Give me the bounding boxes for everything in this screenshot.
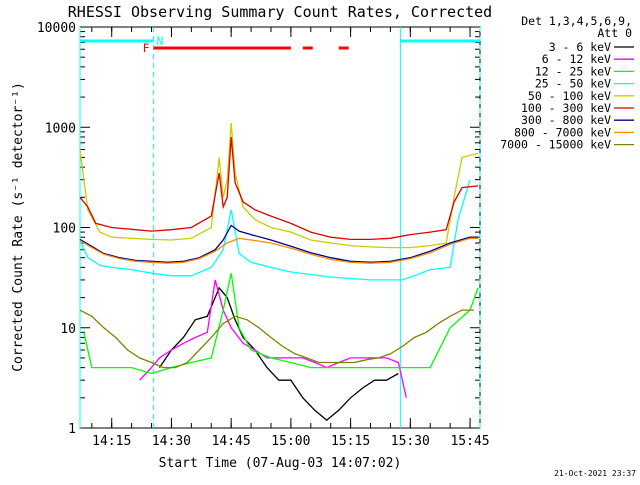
chart-title: RHESSI Observing Summary Count Rates, Co… — [68, 3, 492, 21]
series-line-3 — [79, 179, 471, 281]
series-line-1 — [139, 279, 407, 398]
y-tick-label: 1 — [68, 422, 76, 437]
legend-entry: 25 - 50 keV — [535, 77, 611, 91]
series-line-8 — [79, 309, 474, 369]
series-line-7 — [79, 237, 478, 264]
legend-entry: 800 - 7000 keV — [514, 125, 611, 139]
plot-layer: 1 10 100 1000 10000 14:15 14:30 14:45 15:00 15:15… — [37, 21, 634, 449]
y-tick-label: 1000 — [45, 121, 76, 136]
y-tick-label: 100 — [53, 222, 76, 237]
y-tick-label: 10000 — [37, 21, 76, 36]
legend-entry: 50 - 100 keV — [528, 89, 611, 103]
x-tick-label: 15:45 — [450, 434, 489, 449]
series-line-4 — [79, 123, 479, 249]
series-line-5 — [79, 136, 479, 241]
x-tick-label: 14:45 — [212, 434, 251, 449]
series-line-2 — [83, 273, 479, 375]
legend-header-line-2: Att 0 — [597, 26, 632, 40]
y-axis-label: Corrected Count Rate (s⁻¹ detector⁻¹) — [11, 82, 26, 372]
legend-entry: 100 - 300 keV — [521, 101, 611, 115]
timestamp: 21-Oct-2021 23:37 — [554, 469, 636, 478]
legend-entry: 300 - 800 keV — [521, 113, 611, 127]
series-line-6 — [79, 224, 478, 263]
series-line-0 — [158, 286, 399, 421]
legend-entry: 6 - 12 keV — [542, 52, 611, 66]
legend-header-line-1: Det 1,3,4,5,6,9, — [521, 14, 632, 28]
night-flag-label: N — [157, 34, 164, 48]
x-tick-label: 15:00 — [271, 434, 310, 449]
x-tick-label: 15:15 — [331, 434, 370, 449]
x-tick-label: 14:30 — [152, 434, 191, 449]
x-axis-label: Start Time (07-Aug-03 14:07:02) — [159, 456, 402, 471]
legend-entry: 3 - 6 keV — [549, 40, 611, 54]
y-tick-label: 10 — [60, 322, 76, 337]
flare-flag-label: F — [143, 41, 150, 55]
legend-entry: 7000 - 15000 keV — [500, 138, 611, 152]
x-tick-label: 15:30 — [391, 434, 430, 449]
legend-entry: 12 - 25 keV — [535, 64, 611, 78]
x-tick-label: 14:15 — [92, 434, 131, 449]
